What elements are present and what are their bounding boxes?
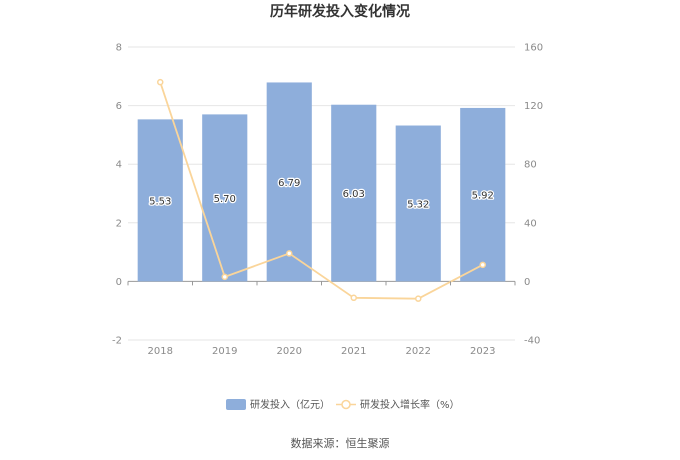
right-axis: -40 0 40 80 120 160	[524, 43, 543, 347]
x-axis: 2018 2019 2020 2021 2022 2023	[127, 281, 516, 357]
legend-line-marker[interactable]	[341, 399, 351, 410]
x-axis-tick-label: 2019	[212, 346, 237, 357]
x-axis-tick-label: 2022	[406, 346, 431, 357]
chart-title: 历年研发投入变化情况	[270, 3, 410, 20]
left-axis-tick-label: 8	[116, 43, 122, 54]
growth-rate-point-2023	[479, 261, 486, 269]
right-axis-tick-label: 80	[524, 160, 537, 171]
bar-2021	[331, 104, 377, 282]
growth-rate-point-2020	[286, 250, 293, 257]
left-axis-tick-label: 0	[116, 277, 122, 288]
right-axis-tick-label: 120	[524, 101, 543, 112]
growth-rate-point-2022	[415, 295, 422, 302]
growth-rate-point-2019	[221, 273, 228, 281]
right-axis-tick-label: 40	[524, 218, 537, 229]
bar-data-label: 5.92	[472, 191, 494, 202]
grid-lines	[128, 46, 515, 341]
line-series	[157, 78, 486, 302]
right-axis-tick-label: 160	[524, 43, 543, 54]
bar-data-labels: 5.53 5.70 6.79 6.03 5.32 5.92	[148, 177, 495, 212]
legend: 研发投入（亿元） 研发投入增长率（%）	[226, 398, 460, 411]
right-axis-tick-label: 0	[524, 277, 530, 288]
legend-bar-swatch[interactable]	[226, 399, 246, 410]
bar-data-label: 5.53	[149, 196, 171, 207]
bar-2023	[460, 107, 506, 282]
x-axis-tick-label: 2023	[470, 346, 495, 357]
x-axis-tick-label: 2018	[148, 346, 173, 357]
growth-rate-point-2021	[350, 294, 357, 302]
growth-rate-point-2018	[157, 78, 164, 86]
data-source-note: 数据来源：恒生聚源	[291, 436, 390, 450]
bar-2020	[266, 82, 312, 282]
legend-bar-label[interactable]: 研发投入（亿元）	[250, 398, 330, 411]
left-axis-tick-label: -2	[112, 336, 122, 347]
bar-2019	[202, 114, 248, 282]
bar-data-label: 5.32	[407, 199, 429, 210]
bar-data-label: 5.70	[214, 194, 236, 205]
bar-data-label: 6.03	[343, 189, 365, 200]
left-axis-tick-label: 6	[116, 101, 122, 112]
bar-series	[137, 82, 506, 282]
right-axis-tick-label: -40	[524, 336, 540, 347]
bar-2022	[395, 125, 441, 282]
left-axis: -2 0 2 4 6 8	[112, 43, 122, 347]
bar-data-label: 6.79	[278, 178, 300, 189]
x-axis-tick-label: 2020	[277, 346, 302, 357]
legend-line-label[interactable]: 研发投入增长率（%）	[360, 398, 460, 411]
x-axis-tick-label: 2021	[341, 346, 366, 357]
left-axis-tick-label: 2	[116, 218, 122, 229]
growth-rate-line	[159, 81, 484, 300]
bar-2018	[137, 119, 183, 282]
left-axis-tick-label: 4	[116, 160, 122, 171]
